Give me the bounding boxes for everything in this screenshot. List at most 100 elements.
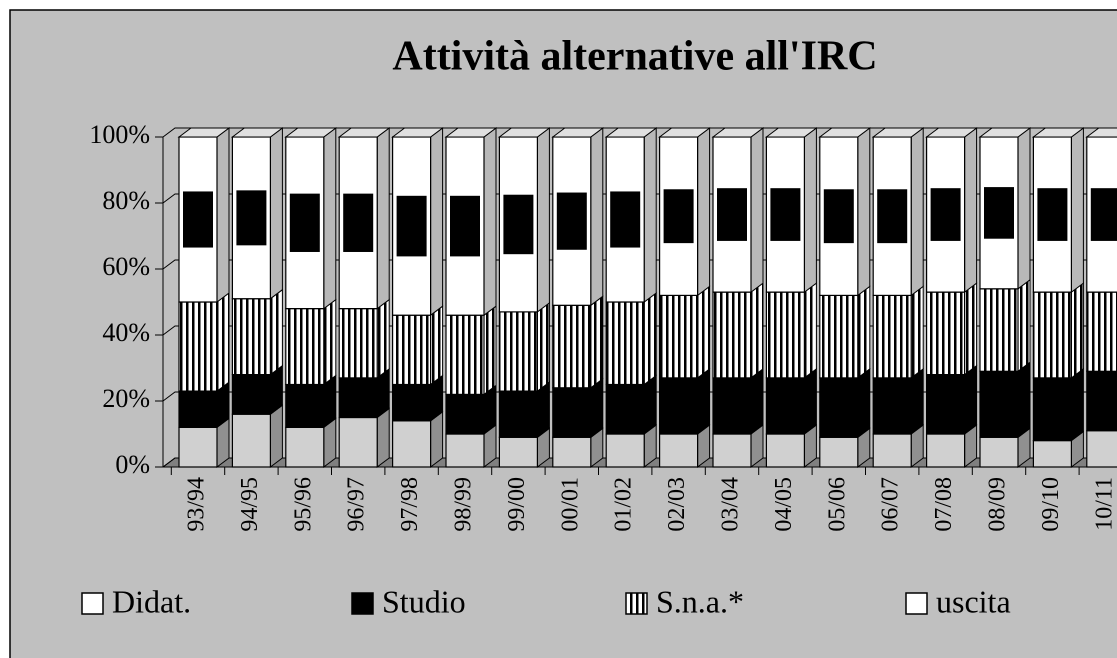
bar-side <box>1070 367 1084 442</box>
bar-segment <box>872 377 912 435</box>
bar-segment <box>338 377 378 419</box>
x-tick-label: 93/94 <box>184 477 210 532</box>
x-tick-label: 96/97 <box>344 477 370 532</box>
bar-side <box>964 364 978 435</box>
bar-side <box>376 407 390 468</box>
bar-top <box>764 127 818 138</box>
bar-segment <box>765 433 806 468</box>
x-tick-label: 95/96 <box>290 477 316 532</box>
bar-segment <box>925 291 966 376</box>
x-tick-label: 09/10 <box>1038 477 1064 532</box>
bar-side <box>323 127 337 310</box>
bar-side <box>803 367 817 435</box>
bar-side <box>430 127 444 317</box>
bar-segment <box>1032 291 1073 379</box>
bar-segment <box>605 383 645 435</box>
legend-swatch <box>81 592 104 615</box>
bar-segment <box>979 370 1019 438</box>
bar-segment <box>925 433 966 468</box>
bar-side <box>483 305 497 396</box>
bar-side <box>590 377 604 439</box>
label-box <box>503 194 534 255</box>
bar-segment <box>819 436 859 468</box>
legend-label: Didat. <box>112 583 191 619</box>
bar-top <box>230 127 284 138</box>
bar-side <box>536 127 550 313</box>
bar-segment <box>445 433 485 468</box>
bar-segment <box>285 308 325 386</box>
label-box <box>450 195 480 257</box>
bar-segment <box>178 301 218 392</box>
bar-top <box>337 127 391 138</box>
y-tick-label: 60% <box>102 252 150 281</box>
bar-segment <box>1086 370 1117 432</box>
x-tick-label: 05/06 <box>824 477 850 532</box>
label-box <box>343 193 374 252</box>
bar-segment <box>872 433 912 468</box>
bar-top <box>1085 127 1117 138</box>
bar-segment <box>552 387 592 438</box>
bar-top <box>177 127 231 138</box>
bar-segment <box>285 426 325 468</box>
bar-segment <box>819 294 859 379</box>
bar-side <box>269 288 283 376</box>
bar-side <box>643 374 657 435</box>
bar-top <box>604 127 658 138</box>
bar-segment <box>178 390 218 429</box>
x-tick-label: 03/04 <box>718 477 744 532</box>
bar-segment <box>498 436 538 468</box>
bar-side <box>803 282 817 379</box>
bar-segment <box>552 436 592 468</box>
bar-side <box>1070 127 1084 294</box>
bar-side <box>1017 278 1031 373</box>
bar-segment <box>231 374 271 415</box>
bar-side <box>910 285 924 379</box>
bar-segment <box>979 436 1019 468</box>
label-box <box>823 189 854 244</box>
bar-side <box>910 127 924 297</box>
bar-side <box>590 127 604 307</box>
bar-side <box>323 298 337 386</box>
x-tick-label: 06/07 <box>878 477 904 532</box>
bar-side <box>750 367 764 435</box>
bar-segment <box>605 433 645 468</box>
x-tick-label: 94/95 <box>237 477 263 532</box>
label-box <box>1037 188 1068 241</box>
bar-top <box>871 127 925 138</box>
y-tick-label: 0% <box>115 450 150 479</box>
x-tick-label: 97/98 <box>397 477 423 532</box>
bar-segment <box>605 301 645 386</box>
bar-side <box>697 127 711 297</box>
bar-side <box>216 127 230 303</box>
bar-side <box>643 292 657 386</box>
bar-side <box>857 127 871 297</box>
bar-segment <box>712 377 752 435</box>
bar-segment <box>552 304 592 389</box>
legend-label: uscita <box>936 583 1011 619</box>
bar-segment <box>392 314 432 386</box>
y-tick-label: 80% <box>102 186 150 215</box>
bar-side <box>697 285 711 379</box>
label-box <box>556 192 587 250</box>
label-box <box>930 188 961 241</box>
bar-side <box>1070 282 1084 379</box>
bar-segment <box>445 393 485 435</box>
bar-side <box>430 410 444 468</box>
bar-segment <box>658 433 699 468</box>
label-box <box>236 190 267 246</box>
bar-top <box>284 127 338 138</box>
bar-top <box>658 127 712 138</box>
legend-label: Studio <box>382 583 466 619</box>
label-box <box>770 188 801 241</box>
x-tick-label: 07/08 <box>931 477 957 532</box>
y-tick-label: 40% <box>102 318 150 347</box>
label-box <box>877 189 908 244</box>
bar-segment <box>285 383 325 429</box>
bar-segment <box>765 377 806 435</box>
bar-side <box>857 285 871 379</box>
bar-segment <box>392 420 432 468</box>
bar-side <box>376 127 390 310</box>
bar-segment <box>498 390 538 438</box>
bar-segment <box>392 383 432 422</box>
